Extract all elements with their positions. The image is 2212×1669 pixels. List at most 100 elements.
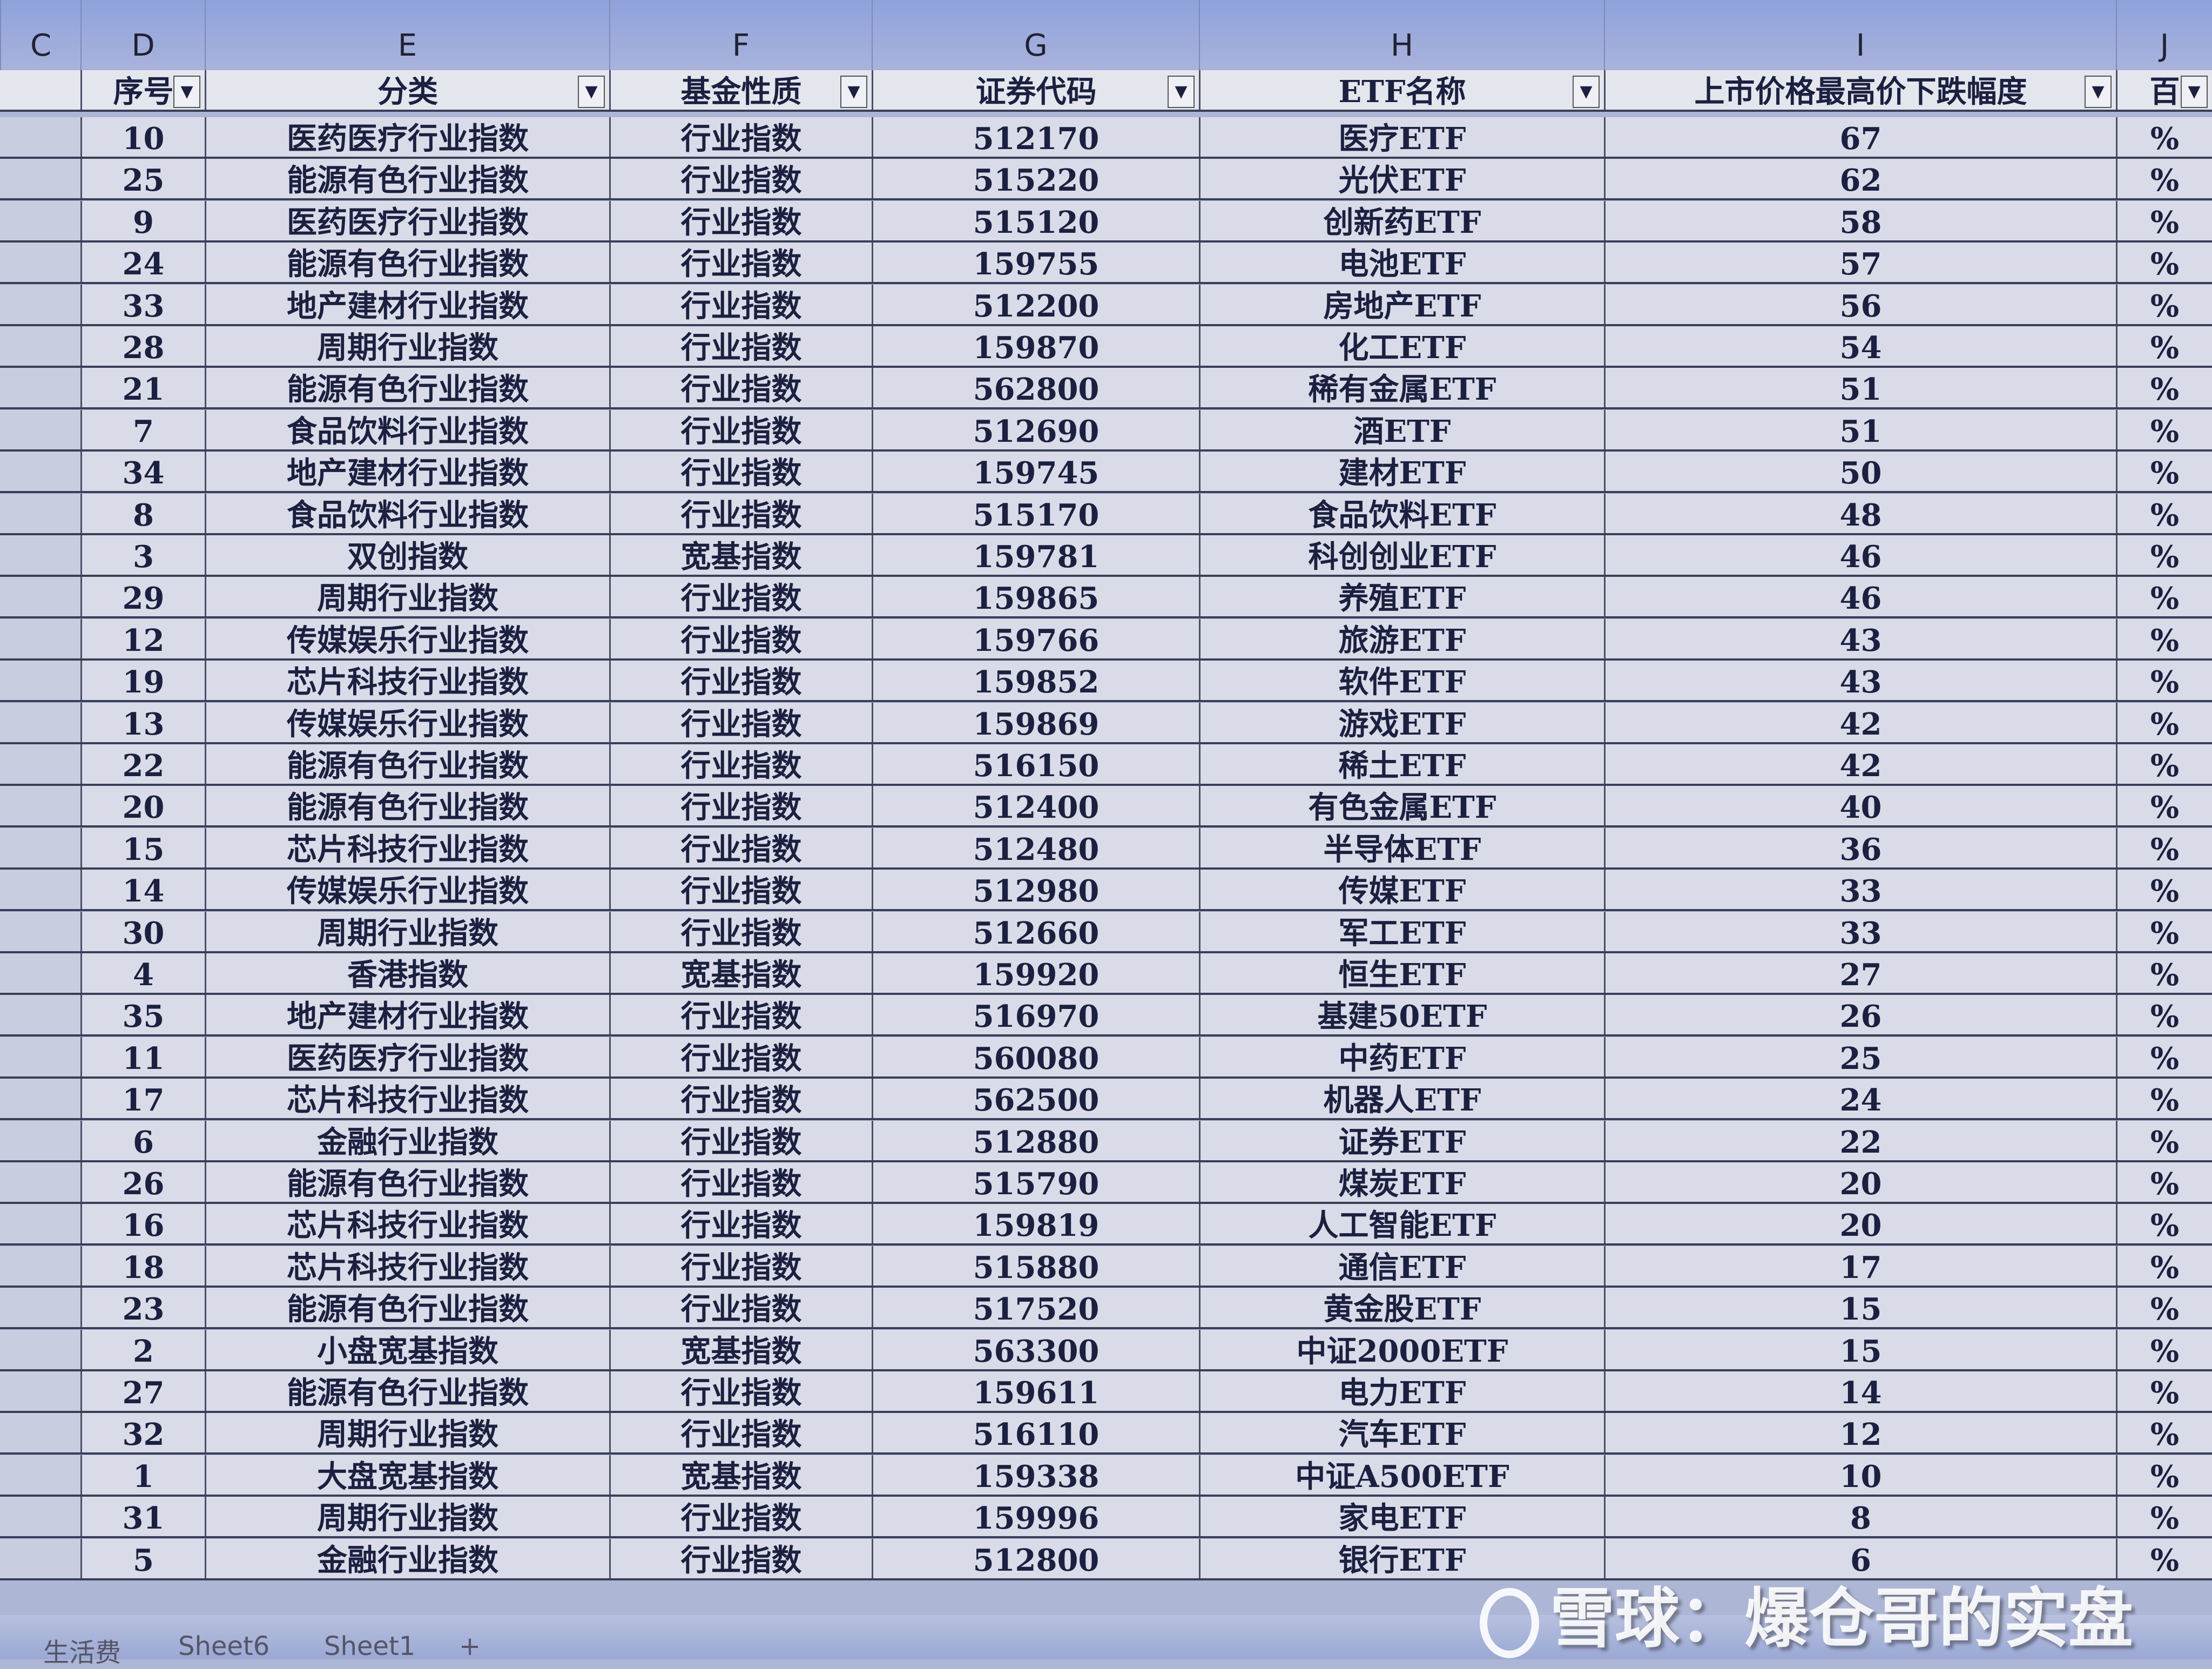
cell[interactable]: 14	[80, 870, 205, 910]
cell[interactable]: %	[2116, 953, 2212, 993]
column-header[interactable]: 百 ▼	[2116, 70, 2212, 110]
cell[interactable]	[0, 1162, 80, 1202]
cell[interactable]: 20	[1604, 1204, 2116, 1244]
cell[interactable]: 12	[1604, 1413, 2116, 1453]
cell[interactable]: 516970	[872, 995, 1199, 1035]
cell[interactable]: 化工ETF	[1199, 326, 1604, 366]
cell[interactable]: 行业指数	[609, 284, 872, 324]
sheet-tab[interactable]: 生活费	[43, 1638, 122, 1668]
cell[interactable]: 25	[1604, 1037, 2116, 1076]
cell[interactable]: 食品饮料行业指数	[205, 493, 609, 533]
cell[interactable]: 159920	[872, 953, 1199, 993]
cell[interactable]: 512660	[872, 911, 1199, 951]
cell[interactable]: 32	[80, 1413, 205, 1453]
cell[interactable]: %	[2116, 1413, 2212, 1453]
cell[interactable]: 家电ETF	[1199, 1497, 1604, 1537]
cell[interactable]: 中证A500ETF	[1199, 1455, 1604, 1495]
cell[interactable]: 游戏ETF	[1199, 702, 1604, 742]
cell[interactable]: 行业指数	[609, 1120, 872, 1160]
cell[interactable]	[0, 1329, 80, 1369]
cell[interactable]: 12	[80, 618, 205, 658]
cell[interactable]: 行业指数	[609, 1538, 872, 1578]
cell[interactable]: 行业指数	[609, 1246, 872, 1286]
cell[interactable]: 食品饮料ETF	[1199, 493, 1604, 533]
cell[interactable]: 51	[1604, 409, 2116, 449]
cell[interactable]: 人工智能ETF	[1199, 1204, 1604, 1244]
cell[interactable]: 煤炭ETF	[1199, 1162, 1604, 1202]
cell[interactable]: 行业指数	[609, 452, 872, 492]
column-header[interactable]: ETF名称 ▼	[1199, 70, 1604, 110]
cell[interactable]: 周期行业指数	[205, 326, 609, 366]
column-letter[interactable]: C	[0, 0, 80, 70]
filter-dropdown-icon[interactable]: ▼	[173, 76, 200, 108]
cell[interactable]: 9	[80, 200, 205, 240]
cell[interactable]: 15	[1604, 1288, 2116, 1328]
cell[interactable]: %	[2116, 1079, 2212, 1119]
cell[interactable]: 15	[80, 827, 205, 867]
cell[interactable]: 46	[1604, 535, 2116, 575]
cell[interactable]: %	[2116, 661, 2212, 701]
cell[interactable]: 512980	[872, 870, 1199, 910]
cell[interactable]: 行业指数	[609, 1079, 872, 1119]
sheet-tab[interactable]: Sheet1	[324, 1631, 416, 1661]
cell[interactable]: 515170	[872, 493, 1199, 533]
cell[interactable]	[0, 1371, 80, 1411]
cell[interactable]: 行业指数	[609, 1497, 872, 1537]
cell[interactable]: 机器人ETF	[1199, 1079, 1604, 1119]
cell[interactable]: 21	[80, 368, 205, 408]
cell[interactable]: 传媒娱乐行业指数	[205, 618, 609, 658]
cell[interactable]	[0, 827, 80, 867]
cell[interactable]: 宽基指数	[609, 1329, 872, 1369]
cell[interactable]: 科创创业ETF	[1199, 535, 1604, 575]
cell[interactable]: 行业指数	[609, 1204, 872, 1244]
cell[interactable]: 能源有色行业指数	[205, 744, 609, 784]
cell[interactable]: %	[2116, 159, 2212, 199]
filter-dropdown-icon[interactable]: ▼	[840, 76, 867, 108]
cell[interactable]	[0, 1120, 80, 1160]
cell[interactable]: 行业指数	[609, 786, 872, 826]
cell[interactable]	[0, 1288, 80, 1328]
cell[interactable]: 159611	[872, 1371, 1199, 1411]
cell[interactable]: 2	[80, 1329, 205, 1369]
cell[interactable]: 28	[80, 326, 205, 366]
cell[interactable]: 512800	[872, 1538, 1199, 1578]
cell[interactable]: 516150	[872, 744, 1199, 784]
column-header[interactable]: 上市价格最高价下跌幅度 ▼	[1604, 70, 2116, 110]
column-header[interactable]: 基金性质 ▼	[609, 70, 872, 110]
cell[interactable]: 香港指数	[205, 953, 609, 993]
cell[interactable]: %	[2116, 326, 2212, 366]
cell[interactable]: 50	[1604, 452, 2116, 492]
cell[interactable]: 159745	[872, 452, 1199, 492]
column-letter[interactable]: F	[609, 0, 872, 70]
cell[interactable]: 大盘宽基指数	[205, 1455, 609, 1495]
cell[interactable]: 养殖ETF	[1199, 577, 1604, 617]
cell[interactable]	[0, 1204, 80, 1244]
cell[interactable]: 传媒ETF	[1199, 870, 1604, 910]
cell[interactable]: 小盘宽基指数	[205, 1329, 609, 1369]
cell[interactable]: 银行ETF	[1199, 1538, 1604, 1578]
column-header[interactable]: 分类 ▼	[205, 70, 609, 110]
cell[interactable]: 军工ETF	[1199, 911, 1604, 951]
cell[interactable]: 能源有色行业指数	[205, 368, 609, 408]
cell[interactable]: 有色金属ETF	[1199, 786, 1604, 826]
cell[interactable]	[0, 1037, 80, 1076]
cell[interactable]: 行业指数	[609, 1371, 872, 1411]
cell[interactable]: 562800	[872, 368, 1199, 408]
cell[interactable]: 22	[1604, 1120, 2116, 1160]
cell[interactable]	[0, 117, 80, 157]
cell[interactable]: 能源有色行业指数	[205, 786, 609, 826]
cell[interactable]: %	[2116, 452, 2212, 492]
cell[interactable]: 29	[80, 577, 205, 617]
cell[interactable]: 基建50ETF	[1199, 995, 1604, 1035]
cell[interactable]: 医药医疗行业指数	[205, 117, 609, 157]
cell[interactable]: 行业指数	[609, 618, 872, 658]
cell[interactable]	[0, 159, 80, 199]
cell[interactable]: 515220	[872, 159, 1199, 199]
cell[interactable]: 67	[1604, 117, 2116, 157]
cell[interactable]: %	[2116, 1538, 2212, 1578]
cell[interactable]: 159865	[872, 577, 1199, 617]
cell[interactable]	[0, 1413, 80, 1453]
cell[interactable]: 15	[1604, 1329, 2116, 1369]
cell[interactable]: %	[2116, 200, 2212, 240]
cell[interactable]: %	[2116, 243, 2212, 282]
